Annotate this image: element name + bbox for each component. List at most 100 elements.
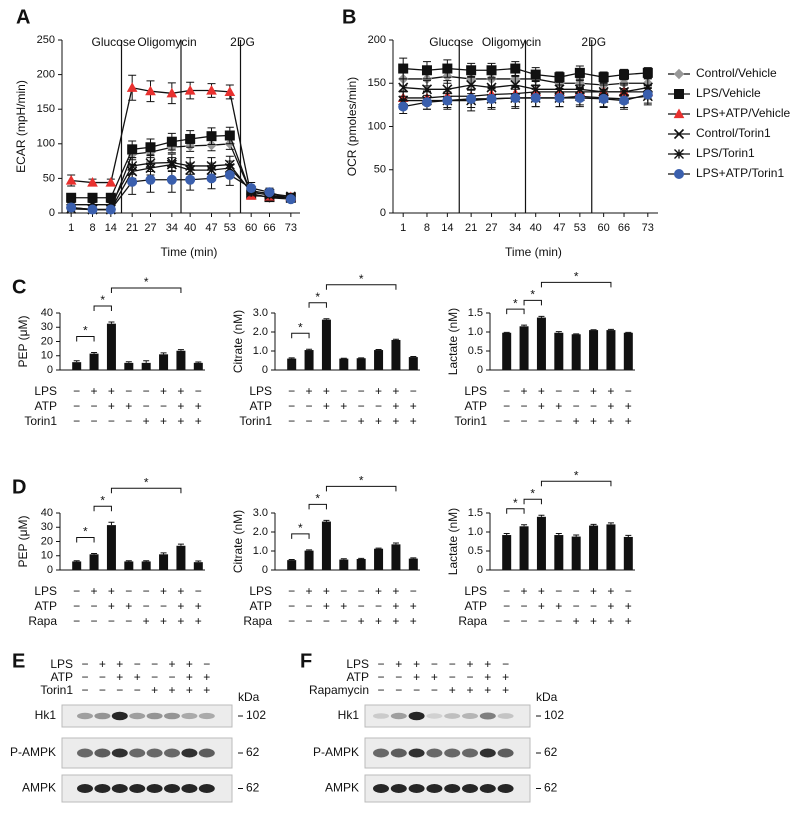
bar xyxy=(606,330,616,370)
significance-label: * xyxy=(100,493,105,507)
bar xyxy=(304,550,314,570)
condition-sign: + xyxy=(607,614,614,628)
bar xyxy=(106,525,116,570)
condition-sign: + xyxy=(108,584,115,598)
condition-sign: + xyxy=(160,414,167,428)
error-bar xyxy=(91,552,98,555)
condition-sign: + xyxy=(590,584,597,598)
marker xyxy=(466,79,477,91)
condition-label: LPS xyxy=(34,384,57,398)
error-bar xyxy=(288,559,295,561)
condition-sign: − xyxy=(99,670,106,684)
bar xyxy=(176,350,186,370)
y-tick-label: 0.5 xyxy=(468,545,483,557)
significance-bracket xyxy=(291,332,310,339)
marker xyxy=(442,63,453,74)
y-tick-label: 3.0 xyxy=(253,507,268,519)
marker xyxy=(206,84,217,95)
condition-sign: − xyxy=(91,599,98,613)
marker xyxy=(673,108,685,119)
error-bar xyxy=(607,522,614,525)
marker xyxy=(510,63,521,74)
condition-sign: − xyxy=(125,414,132,428)
condition-sign: − xyxy=(503,414,510,428)
condition-sign: + xyxy=(607,399,614,413)
marker xyxy=(466,65,477,76)
error-bar xyxy=(410,557,417,559)
error-bar xyxy=(538,315,545,318)
blot-band xyxy=(462,784,478,793)
x-tick-label: 60 xyxy=(598,222,610,234)
condition-sign: − xyxy=(538,614,545,628)
significance-label: * xyxy=(315,290,320,304)
blot-band xyxy=(198,748,215,758)
x-tick-label: 66 xyxy=(618,222,630,234)
bar xyxy=(193,562,203,570)
y-tick-label: 250 xyxy=(37,34,55,46)
blot-band xyxy=(198,712,215,720)
condition-sign: − xyxy=(503,599,510,613)
error-bar xyxy=(125,560,132,562)
marker xyxy=(166,174,177,185)
condition-sign: + xyxy=(358,614,365,628)
significance-label: * xyxy=(83,324,88,338)
condition-sign: − xyxy=(288,399,295,413)
bar xyxy=(391,339,401,370)
marker xyxy=(442,95,453,106)
blot-band xyxy=(444,784,461,793)
condition-sign: + xyxy=(177,599,184,613)
condition-sign: − xyxy=(590,599,597,613)
condition-sign: − xyxy=(413,683,420,697)
event-label: 2DG xyxy=(581,35,606,49)
condition-sign: − xyxy=(151,670,158,684)
condition-sign: − xyxy=(168,670,175,684)
marker xyxy=(421,65,432,76)
condition-sign: − xyxy=(203,657,210,671)
condition-sign: − xyxy=(306,599,313,613)
marker xyxy=(398,82,409,93)
marker xyxy=(510,92,521,103)
bar xyxy=(141,362,151,370)
condition-label: LPS xyxy=(464,584,487,598)
condition-sign: + xyxy=(91,384,98,398)
y-tick-label: 150 xyxy=(368,77,386,89)
condition-sign: + xyxy=(375,384,382,398)
bar xyxy=(606,524,616,570)
blot-band xyxy=(408,748,425,758)
bar xyxy=(536,516,546,570)
marker xyxy=(166,87,178,98)
condition-sign: − xyxy=(377,657,384,671)
error-bar xyxy=(143,360,150,363)
error-bar xyxy=(555,533,562,536)
y-tick-label: 0 xyxy=(49,207,55,219)
condition-sign: − xyxy=(73,399,80,413)
condition-label: Rapa xyxy=(243,614,272,628)
bar xyxy=(193,362,203,370)
blot-band xyxy=(77,748,93,758)
condition-sign: + xyxy=(395,657,402,671)
condition-sign: + xyxy=(125,399,132,413)
significance-label: * xyxy=(359,474,364,488)
x-tick-label: 34 xyxy=(166,222,178,234)
panel-label: D xyxy=(12,476,26,498)
condition-sign: + xyxy=(590,414,597,428)
condition-sign: + xyxy=(177,414,184,428)
condition-sign: + xyxy=(143,614,150,628)
condition-sign: − xyxy=(573,384,580,398)
bar xyxy=(159,554,169,570)
x-tick-label: 34 xyxy=(509,222,521,234)
blot-band xyxy=(77,784,93,793)
condition-sign: + xyxy=(108,399,115,413)
condition-sign: − xyxy=(573,599,580,613)
bar xyxy=(589,525,599,570)
legend-label: Control/Vehicle xyxy=(696,66,777,80)
significance-label: * xyxy=(298,521,303,535)
significance-bracket xyxy=(523,498,542,505)
panel-label: B xyxy=(342,6,356,28)
legend-label: LPS+ATP/Vehicle xyxy=(696,106,790,120)
condition-sign: − xyxy=(108,414,115,428)
marker xyxy=(184,84,196,95)
condition-sign: − xyxy=(503,399,510,413)
bar xyxy=(554,535,564,570)
